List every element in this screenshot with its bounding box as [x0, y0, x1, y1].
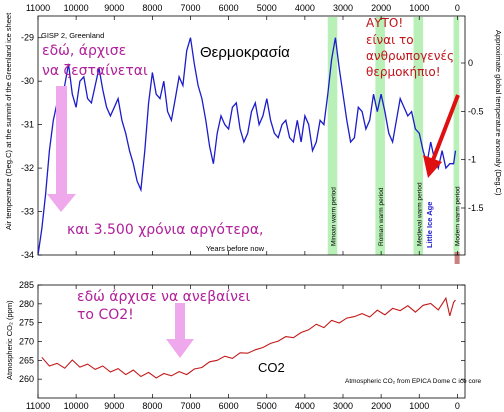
y-tick-label: -32: [21, 163, 34, 173]
warm-band-label: Roman warm period: [378, 187, 385, 246]
little-ice-age-label: Little Ice Age: [425, 202, 434, 248]
temperature-x-label: Years before now: [206, 244, 265, 253]
y-tick-right-label: -1.5: [468, 203, 484, 213]
y-tick-label: 285: [19, 280, 34, 290]
x-tick-label: 3000: [333, 3, 353, 13]
modern-marker: [454, 252, 460, 264]
co2-subtitle: Atmospheric CO₂ from EPICA Dome C ice co…: [345, 378, 482, 385]
y-tick-label: -33: [21, 207, 34, 217]
x-tick-label: 10000: [64, 401, 89, 411]
co2-series-line: [41, 296, 456, 379]
x-tick-label: 9000: [104, 3, 124, 13]
x-tick-label: 1000: [409, 401, 429, 411]
x-tick-label: 7000: [180, 401, 200, 411]
x-tick-label: 5000: [257, 401, 277, 411]
warm-band: [453, 17, 460, 255]
annotation-co2-rise: εδώ άρχισε να ανεβαίνει το CO2!: [77, 289, 251, 323]
x-tick-label: 0: [455, 3, 460, 13]
temperature-y-axis-right: -1.5 -1 -0.5 0: [461, 58, 484, 213]
x-tick-label: 8000: [142, 401, 162, 411]
y-tick-label: 275: [19, 318, 34, 328]
annotation-later: και 3.500 χρόνια αργότερα,: [67, 222, 264, 238]
annotation-start-warming: εδώ, άρχισε να ζεσταίνεται: [42, 43, 148, 79]
y-tick-label: 280: [19, 299, 34, 309]
x-tick-label: 2000: [371, 3, 391, 13]
warm-band-label: Modern warm period: [454, 186, 461, 246]
x-tick-label: 4000: [295, 3, 315, 13]
warm-band: [413, 17, 424, 255]
warm-band: [327, 17, 338, 255]
co2-y-axis: 260 265 270 275 280 285: [19, 280, 465, 384]
annotation-this-one: ΑΥΤΟ! είναι το ανθρωπογενές θερμοκήπιο!: [366, 16, 454, 79]
x-tick-label: 7000: [180, 3, 200, 13]
x-tick-label: 6000: [219, 3, 239, 13]
pink-arrow-bottom: [166, 303, 194, 358]
y-tick-label: 270: [19, 337, 34, 347]
temperature-series-line: [38, 37, 457, 255]
y-tick-right-label: 0: [468, 58, 473, 68]
y-tick-label: -34: [21, 250, 34, 260]
temperature-subtitle: GISP 2, Greenland: [41, 31, 104, 40]
warm-band-label: Medieval warm period: [416, 182, 423, 246]
temperature-y-axis: -34 -33 -32 -31 -30 -29: [21, 33, 42, 260]
x-tick-label: 11000: [26, 401, 50, 411]
y-tick-label: 265: [19, 355, 34, 365]
x-tick-label: 2000: [371, 401, 391, 411]
red-arrow: [423, 94, 460, 178]
x-tick-label: 11000: [26, 3, 50, 13]
x-tick-label: 0: [455, 401, 460, 411]
warm-band: [375, 17, 385, 255]
co2-chart: 11000 10000 9000 8000 7000 6000 5000 4000 3000 20…: [5, 280, 482, 411]
x-tick-label: 6000: [219, 401, 239, 411]
warm-band-label: Minoan warm period: [331, 187, 338, 246]
temperature-plot-frame: [37, 15, 466, 256]
y-tick-label: -30: [21, 76, 34, 86]
x-tick-label: 8000: [142, 3, 162, 13]
y-tick-right-label: -0.5: [468, 106, 484, 116]
x-tick-label: 1000: [409, 3, 429, 13]
x-tick-label: 5000: [257, 3, 277, 13]
temperature-y-label-right: Approximate global temperature anomaly (…: [494, 30, 503, 196]
temperature-x-axis: 11000 10000 9000 8000 7000 6000 5000 4000 3000 20…: [26, 3, 460, 255]
temperature-title: Θερμοκρασία: [200, 44, 290, 61]
co2-title: CO2: [258, 360, 285, 375]
co2-y-label: Atmospheric CO₂ (ppm): [5, 300, 14, 380]
temperature-y-label: Air temperature (Deg.C) at the summit of…: [4, 12, 13, 230]
y-tick-label: 260: [19, 374, 34, 384]
pink-arrow-left: [47, 86, 76, 212]
temperature-chart: Minoan warm period Roman warm period Medie…: [4, 3, 503, 264]
y-tick-label: -31: [21, 120, 34, 130]
x-tick-label: 3000: [333, 401, 353, 411]
warm-period-bands: Minoan warm period Roman warm period Medie…: [327, 17, 461, 264]
co2-x-axis: 11000 10000 9000 8000 7000 6000 5000 4000 3000 20…: [26, 285, 460, 411]
y-tick-label: -29: [21, 33, 34, 43]
x-tick-label: 4000: [295, 401, 315, 411]
x-tick-label: 10000: [64, 3, 89, 13]
y-tick-right-label: -1: [468, 155, 476, 165]
x-tick-label: 9000: [104, 401, 124, 411]
